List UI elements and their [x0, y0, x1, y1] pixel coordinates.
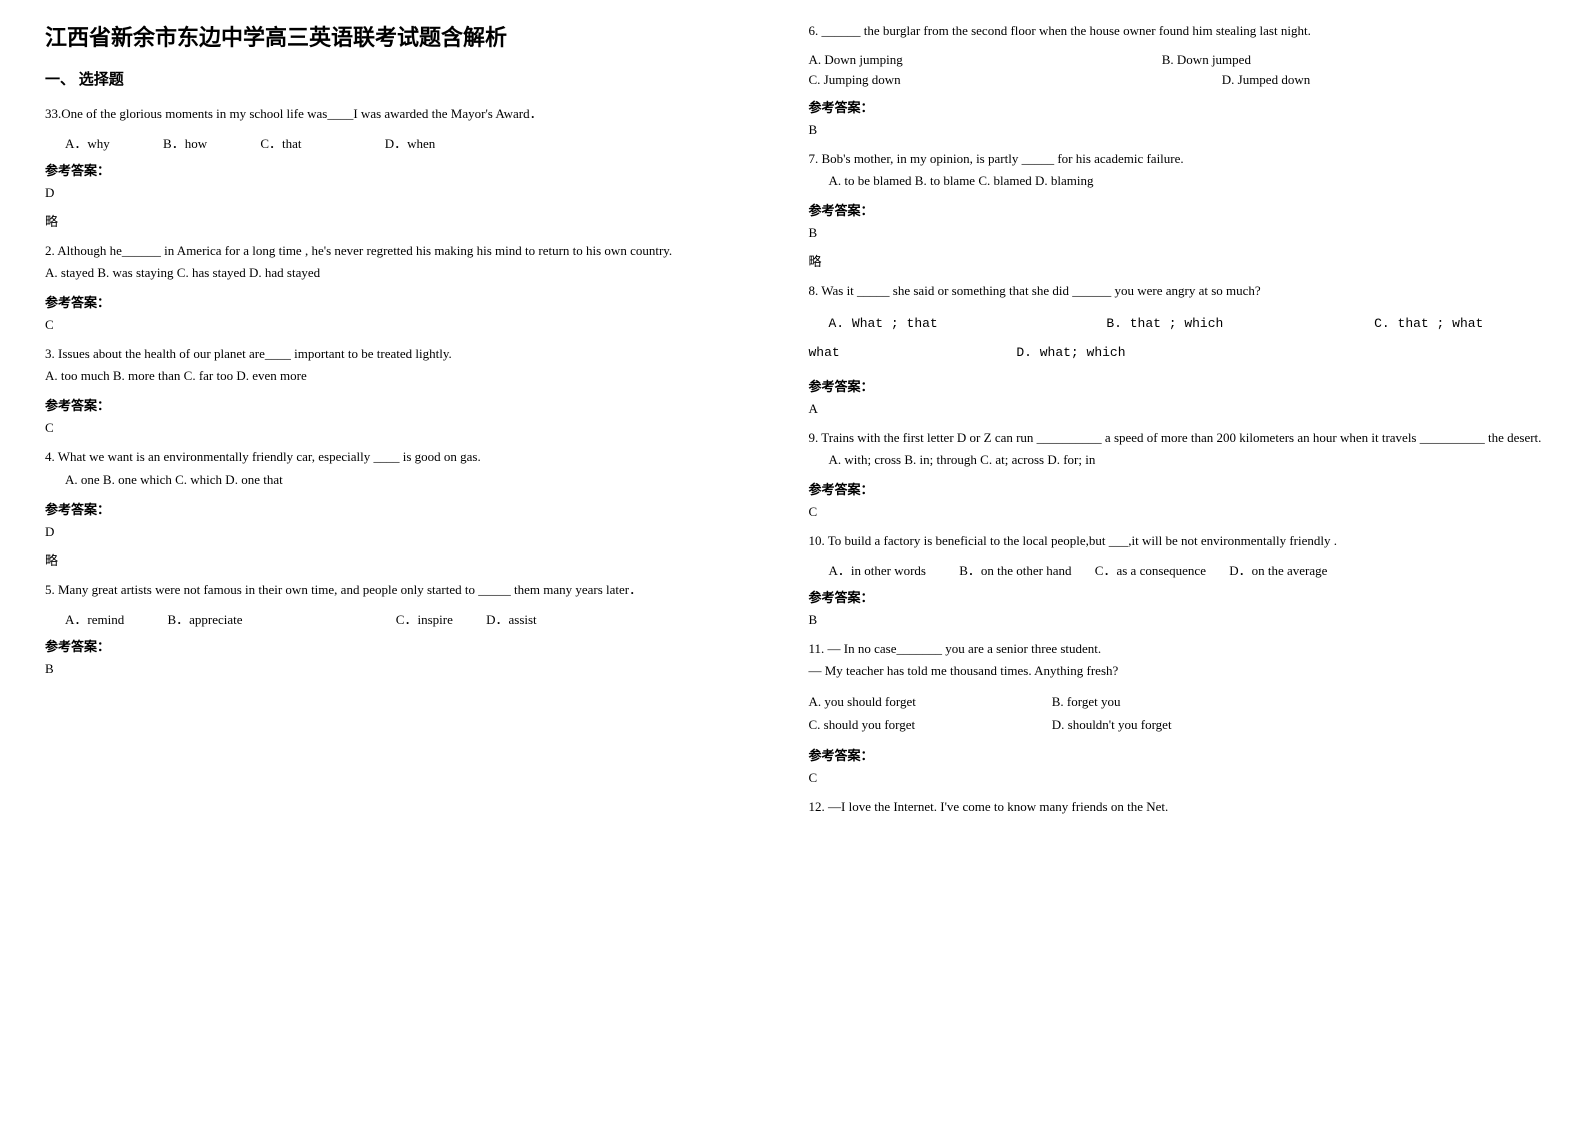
- question-text: 2. Although he______ in America for a lo…: [45, 240, 779, 262]
- opt-b: B. forget you: [1052, 690, 1121, 713]
- answer-label: 参考答案：: [45, 395, 779, 414]
- answer-label: 参考答案：: [45, 636, 779, 655]
- note-omit: 略: [45, 211, 779, 230]
- question-6-options: A. Down jumping B. Down jumped C. Jumpin…: [809, 50, 1543, 89]
- question-text: 8. Was it _____ she said or something th…: [809, 280, 1543, 302]
- answer-label: 参考答案：: [809, 587, 1543, 606]
- question-options: A. too much B. more than C. far too D. e…: [45, 365, 779, 387]
- question-9: 9. Trains with the first letter D or Z c…: [809, 427, 1543, 471]
- question-5-options: A．remind B．appreciate C．inspire D．assist: [45, 609, 779, 628]
- opt-c: C. should you forget: [809, 713, 1019, 736]
- question-33-options: A．why B．how C．that D．when: [45, 133, 779, 152]
- answer-label: 参考答案：: [809, 479, 1543, 498]
- question-options: A. stayed B. was staying C. has stayed D…: [45, 262, 779, 284]
- answer-label: 参考答案：: [809, 97, 1543, 116]
- answer-label: 参考答案：: [45, 499, 779, 518]
- opt-c: C. that ; what: [1374, 310, 1483, 339]
- opt-a: A. you should forget: [809, 690, 1019, 713]
- answer-33: D: [45, 185, 779, 201]
- question-6: 6. ______ the burglar from the second fl…: [809, 20, 1543, 42]
- opt-b: B．on the other hand: [959, 560, 1071, 579]
- note-omit: 略: [45, 550, 779, 569]
- opt-a: A．remind: [65, 609, 124, 628]
- question-12: 12. —I love the Internet. I've come to k…: [809, 796, 1543, 818]
- question-text: 6. ______ the burglar from the second fl…: [809, 20, 1543, 42]
- question-4: 4. What we want is an environmentally fr…: [45, 446, 779, 490]
- opt-d: D．assist: [486, 609, 537, 628]
- answer-5: B: [45, 661, 779, 677]
- answer-11: C: [809, 770, 1543, 786]
- left-column: 江西省新余市东边中学高三英语联考试题含解析 一、 选择题 33.One of t…: [30, 20, 794, 826]
- opt-c: C．that: [260, 133, 301, 152]
- question-options: A. one B. one which C. which D. one that: [45, 469, 779, 491]
- answer-label: 参考答案：: [809, 200, 1543, 219]
- note-omit: 略: [809, 251, 1543, 270]
- answer-label: 参考答案：: [809, 376, 1543, 395]
- question-text: 4. What we want is an environmentally fr…: [45, 446, 779, 468]
- opt-d: D. what; which: [1016, 339, 1125, 368]
- question-7: 7. Bob's mother, in my opinion, is partl…: [809, 148, 1543, 192]
- question-text: 12. —I love the Internet. I've come to k…: [809, 796, 1543, 818]
- question-text: 3. Issues about the health of our planet…: [45, 343, 779, 365]
- answer-7: B: [809, 225, 1543, 241]
- question-line1: 11. — In no case_______ you are a senior…: [809, 638, 1543, 660]
- opt-a: A．why: [65, 133, 110, 152]
- question-8: 8. Was it _____ she said or something th…: [809, 280, 1543, 302]
- question-10-options: A．in other words B．on the other hand C．a…: [809, 560, 1543, 579]
- answer-6: B: [809, 122, 1543, 138]
- opt-b: B．appreciate: [167, 609, 242, 628]
- opt-b: B. Down jumped: [1162, 50, 1251, 70]
- question-text: 7. Bob's mother, in my opinion, is partl…: [809, 148, 1543, 170]
- answer-label: 参考答案：: [809, 745, 1543, 764]
- opt-b: B. that ; which: [1106, 310, 1336, 339]
- question-33: 33.One of the glorious moments in my sch…: [45, 103, 779, 125]
- question-options: A. with; cross B. in; through C. at; acr…: [809, 449, 1543, 471]
- question-11: 11. — In no case_______ you are a senior…: [809, 638, 1543, 682]
- right-column: 6. ______ the burglar from the second fl…: [794, 20, 1558, 826]
- question-2: 2. Although he______ in America for a lo…: [45, 240, 779, 284]
- question-text: 5. Many great artists were not famous in…: [45, 579, 779, 601]
- opt-a: A. What ; that: [809, 310, 1069, 339]
- page-title: 江西省新余市东边中学高三英语联考试题含解析: [45, 20, 779, 52]
- answer-3: C: [45, 420, 779, 436]
- opt-d: D．when: [385, 133, 436, 152]
- opt-c: C．inspire: [396, 609, 453, 628]
- question-line2: — My teacher has told me thousand times.…: [809, 660, 1543, 682]
- opt-d: D．on the average: [1229, 560, 1327, 579]
- opt-d: D. shouldn't you forget: [1052, 713, 1172, 736]
- question-8-options: A. What ; that B. that ; which C. that ;…: [809, 310, 1543, 367]
- answer-label: 参考答案：: [45, 160, 779, 179]
- opt-b: B．how: [163, 133, 207, 152]
- question-text: 33.One of the glorious moments in my sch…: [45, 103, 779, 125]
- answer-10: B: [809, 612, 1543, 628]
- opt-a: A. Down jumping: [809, 50, 1129, 70]
- answer-4: D: [45, 524, 779, 540]
- question-11-options: A. you should forget B. forget you C. sh…: [809, 690, 1543, 737]
- answer-2: C: [45, 317, 779, 333]
- question-text: 10. To build a factory is beneficial to …: [809, 530, 1543, 552]
- opt-a: A．in other words: [829, 560, 927, 579]
- answer-label: 参考答案：: [45, 292, 779, 311]
- answer-9: C: [809, 504, 1543, 520]
- question-3: 3. Issues about the health of our planet…: [45, 343, 779, 387]
- opt-d: D. Jumped down: [1222, 70, 1310, 90]
- question-options: A. to be blamed B. to blame C. blamed D.…: [809, 170, 1543, 192]
- question-5: 5. Many great artists were not famous in…: [45, 579, 779, 601]
- opt-c-cont: what: [809, 339, 979, 368]
- section-header: 一、 选择题: [45, 68, 779, 89]
- answer-8: A: [809, 401, 1543, 417]
- question-text: 9. Trains with the first letter D or Z c…: [809, 427, 1543, 449]
- question-10: 10. To build a factory is beneficial to …: [809, 530, 1543, 552]
- opt-c: C．as a consequence: [1095, 560, 1206, 579]
- opt-c: C. Jumping down: [809, 70, 1189, 90]
